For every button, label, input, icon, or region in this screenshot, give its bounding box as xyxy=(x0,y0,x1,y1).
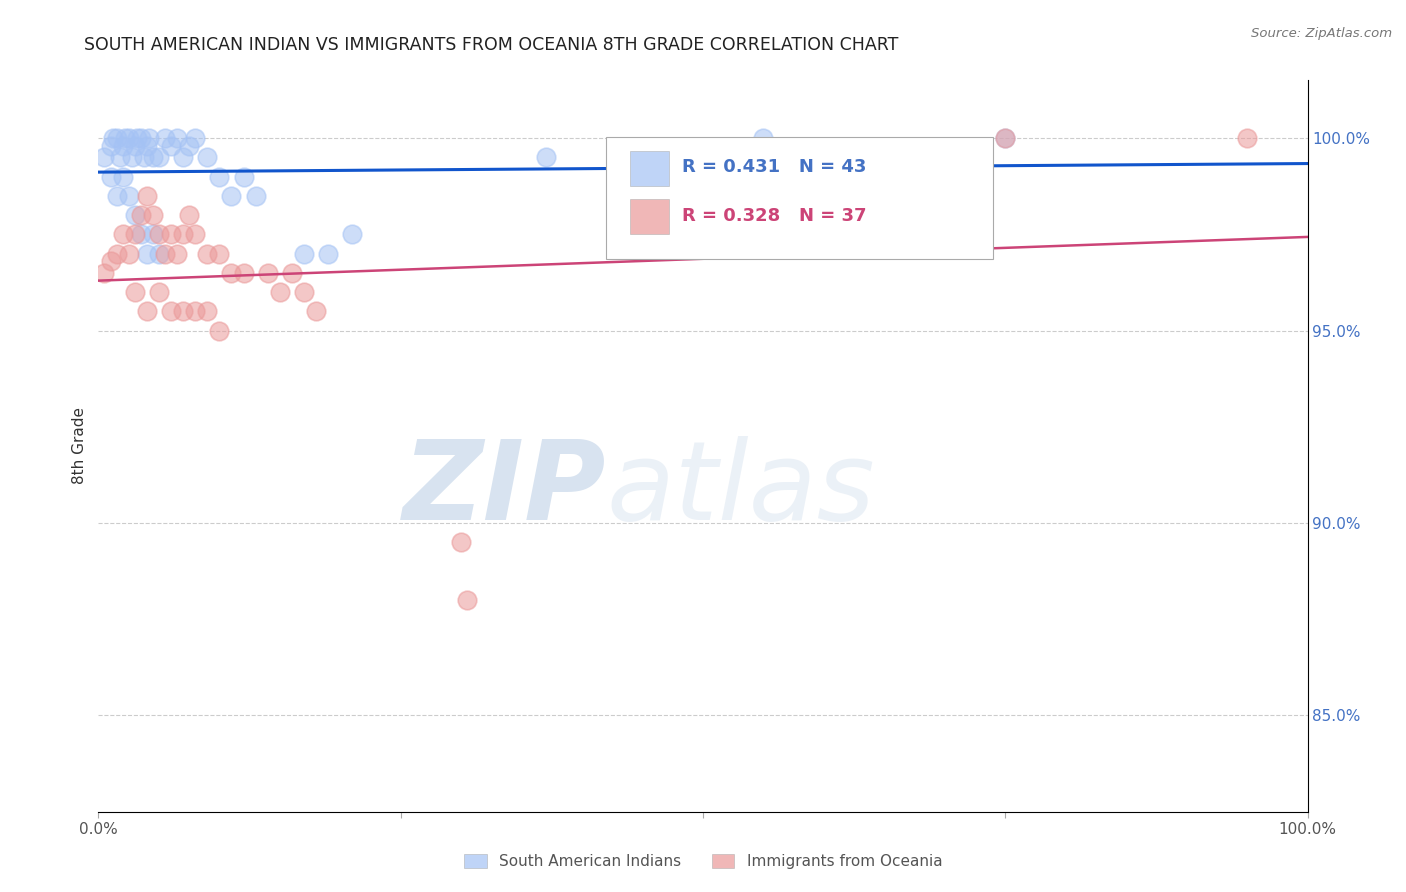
Point xyxy=(108,150,131,164)
Point xyxy=(292,285,315,299)
Point xyxy=(105,246,128,260)
Point xyxy=(118,246,141,260)
Point xyxy=(135,188,157,202)
Point xyxy=(111,138,134,153)
Point xyxy=(124,285,146,299)
Point xyxy=(100,254,122,268)
Point xyxy=(118,131,141,145)
Point xyxy=(148,227,170,242)
Point xyxy=(184,304,207,318)
Text: Source: ZipAtlas.com: Source: ZipAtlas.com xyxy=(1251,27,1392,40)
Point xyxy=(172,150,194,164)
Point xyxy=(166,131,188,145)
Point xyxy=(129,131,152,145)
Point xyxy=(153,246,176,260)
Point xyxy=(281,266,304,280)
Point xyxy=(342,227,364,242)
Bar xyxy=(630,199,669,234)
Point xyxy=(111,169,134,184)
Point xyxy=(153,131,176,145)
Text: R = 0.431   N = 43: R = 0.431 N = 43 xyxy=(682,158,868,176)
Point xyxy=(450,535,472,549)
Y-axis label: 8th Grade: 8th Grade xyxy=(72,408,87,484)
Point xyxy=(124,227,146,242)
Point xyxy=(100,169,122,184)
Point xyxy=(994,131,1017,145)
Point xyxy=(269,285,291,299)
Point xyxy=(135,138,157,153)
Point xyxy=(160,138,183,153)
Point xyxy=(160,304,183,318)
Point xyxy=(105,131,128,145)
Point xyxy=(179,208,201,222)
Point xyxy=(160,227,183,242)
Point xyxy=(256,266,278,280)
Point xyxy=(195,150,218,164)
Point xyxy=(221,266,243,280)
Point xyxy=(127,131,149,145)
Point xyxy=(534,150,557,164)
Point xyxy=(1236,131,1258,145)
Point xyxy=(208,169,231,184)
Point xyxy=(232,266,254,280)
Point xyxy=(195,246,218,260)
Point xyxy=(179,138,201,153)
Point xyxy=(142,227,165,242)
Point xyxy=(124,138,146,153)
Text: atlas: atlas xyxy=(606,436,875,543)
Point xyxy=(129,208,152,222)
Point xyxy=(172,227,194,242)
Point xyxy=(316,246,339,260)
Point xyxy=(111,227,134,242)
Point xyxy=(172,304,194,318)
Point xyxy=(195,304,218,318)
Legend: South American Indians, Immigrants from Oceania: South American Indians, Immigrants from … xyxy=(457,848,949,875)
Point xyxy=(121,150,143,164)
Point xyxy=(245,188,267,202)
Point xyxy=(208,246,231,260)
Point xyxy=(135,246,157,260)
Point xyxy=(232,169,254,184)
Point xyxy=(118,188,141,202)
FancyBboxPatch shape xyxy=(606,136,993,260)
Point xyxy=(93,266,115,280)
Point xyxy=(135,304,157,318)
Point xyxy=(166,246,188,260)
Point xyxy=(134,150,156,164)
Point xyxy=(148,150,170,164)
Point xyxy=(93,150,115,164)
Point xyxy=(305,304,328,318)
Point xyxy=(114,131,136,145)
Bar xyxy=(630,152,669,186)
Point xyxy=(994,131,1017,145)
Point xyxy=(100,138,122,153)
Point xyxy=(184,131,207,145)
Point xyxy=(101,131,124,145)
Point xyxy=(142,150,165,164)
Point xyxy=(208,324,231,338)
Text: SOUTH AMERICAN INDIAN VS IMMIGRANTS FROM OCEANIA 8TH GRADE CORRELATION CHART: SOUTH AMERICAN INDIAN VS IMMIGRANTS FROM… xyxy=(84,36,898,54)
Point xyxy=(124,208,146,222)
Point xyxy=(456,593,478,607)
Point xyxy=(221,188,243,202)
Point xyxy=(148,246,170,260)
Point xyxy=(292,246,315,260)
Point xyxy=(129,227,152,242)
Text: ZIP: ZIP xyxy=(402,436,606,543)
Point xyxy=(148,285,170,299)
Point xyxy=(138,131,160,145)
Point xyxy=(105,188,128,202)
Point xyxy=(142,208,165,222)
Point xyxy=(752,131,775,145)
Point xyxy=(184,227,207,242)
Text: R = 0.328   N = 37: R = 0.328 N = 37 xyxy=(682,207,868,225)
